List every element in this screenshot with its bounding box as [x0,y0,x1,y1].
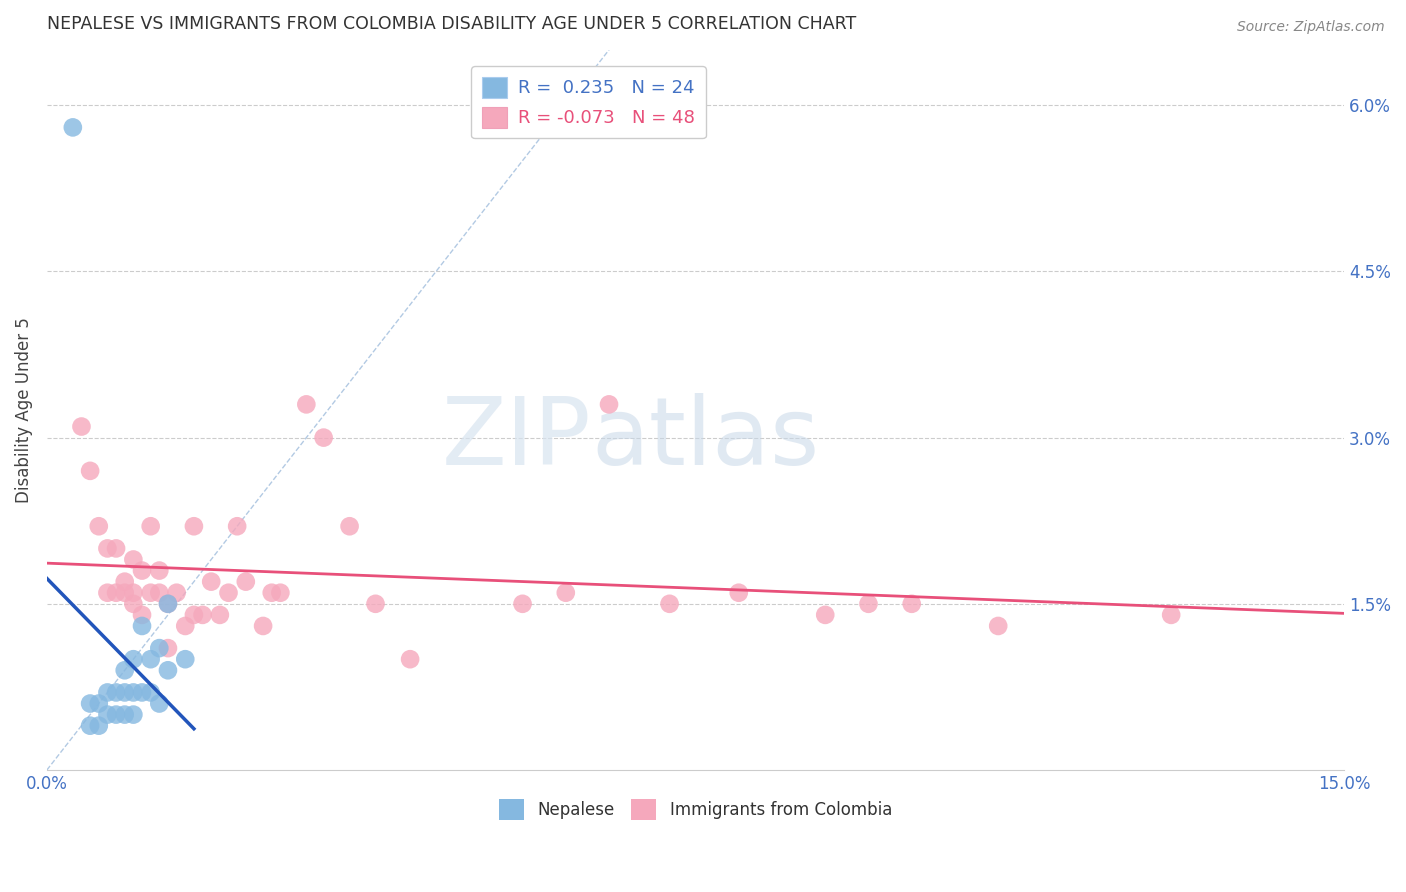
Point [339,519,361,533]
Point [148,564,170,578]
Text: Source: ZipAtlas.com: Source: ZipAtlas.com [1237,20,1385,34]
Point [105,585,128,599]
Point [62,120,84,135]
Point [218,585,240,599]
Text: ZIP: ZIP [441,392,592,484]
Point [105,685,128,699]
Point [139,652,162,666]
Point [174,619,197,633]
Point [900,597,922,611]
Point [226,519,249,533]
Point [658,597,681,611]
Point [114,707,136,722]
Point [96,585,118,599]
Point [156,663,179,677]
Text: NEPALESE VS IMMIGRANTS FROM COLOMBIA DISABILITY AGE UNDER 5 CORRELATION CHART: NEPALESE VS IMMIGRANTS FROM COLOMBIA DIS… [46,15,856,33]
Point [79,464,101,478]
Point [269,585,291,599]
Point [148,697,170,711]
Point [79,719,101,733]
Point [122,685,145,699]
Point [156,597,179,611]
Point [114,663,136,677]
Point [156,641,179,656]
Point [122,552,145,566]
Point [174,652,197,666]
Point [139,519,162,533]
Point [399,652,422,666]
Point [858,597,880,611]
Point [312,431,335,445]
Point [96,707,118,722]
Point [79,697,101,711]
Point [122,597,145,611]
Point [70,419,93,434]
Point [598,397,620,411]
Point [156,597,179,611]
Point [114,585,136,599]
Point [364,597,387,611]
Point [114,685,136,699]
Point [87,719,110,733]
Point [131,564,153,578]
Point [512,597,534,611]
Point [122,652,145,666]
Point [96,541,118,556]
Point [295,397,318,411]
Point [105,707,128,722]
Y-axis label: Disability Age Under 5: Disability Age Under 5 [15,317,32,503]
Point [727,585,749,599]
Point [554,585,576,599]
Point [166,585,188,599]
Point [183,607,205,622]
Point [131,619,153,633]
Point [200,574,222,589]
Point [96,685,118,699]
Point [235,574,257,589]
Point [122,585,145,599]
Point [139,685,162,699]
Point [260,585,283,599]
Point [814,607,837,622]
Point [105,541,128,556]
Point [87,697,110,711]
Point [1160,607,1182,622]
Point [252,619,274,633]
Text: atlas: atlas [592,392,820,484]
Point [987,619,1010,633]
Point [191,607,214,622]
Point [131,685,153,699]
Point [131,607,153,622]
Point [87,519,110,533]
Point [148,585,170,599]
Legend: Nepalese, Immigrants from Colombia: Nepalese, Immigrants from Colombia [492,793,898,827]
Point [139,585,162,599]
Point [122,707,145,722]
Point [114,574,136,589]
Point [208,607,231,622]
Point [148,641,170,656]
Point [183,519,205,533]
